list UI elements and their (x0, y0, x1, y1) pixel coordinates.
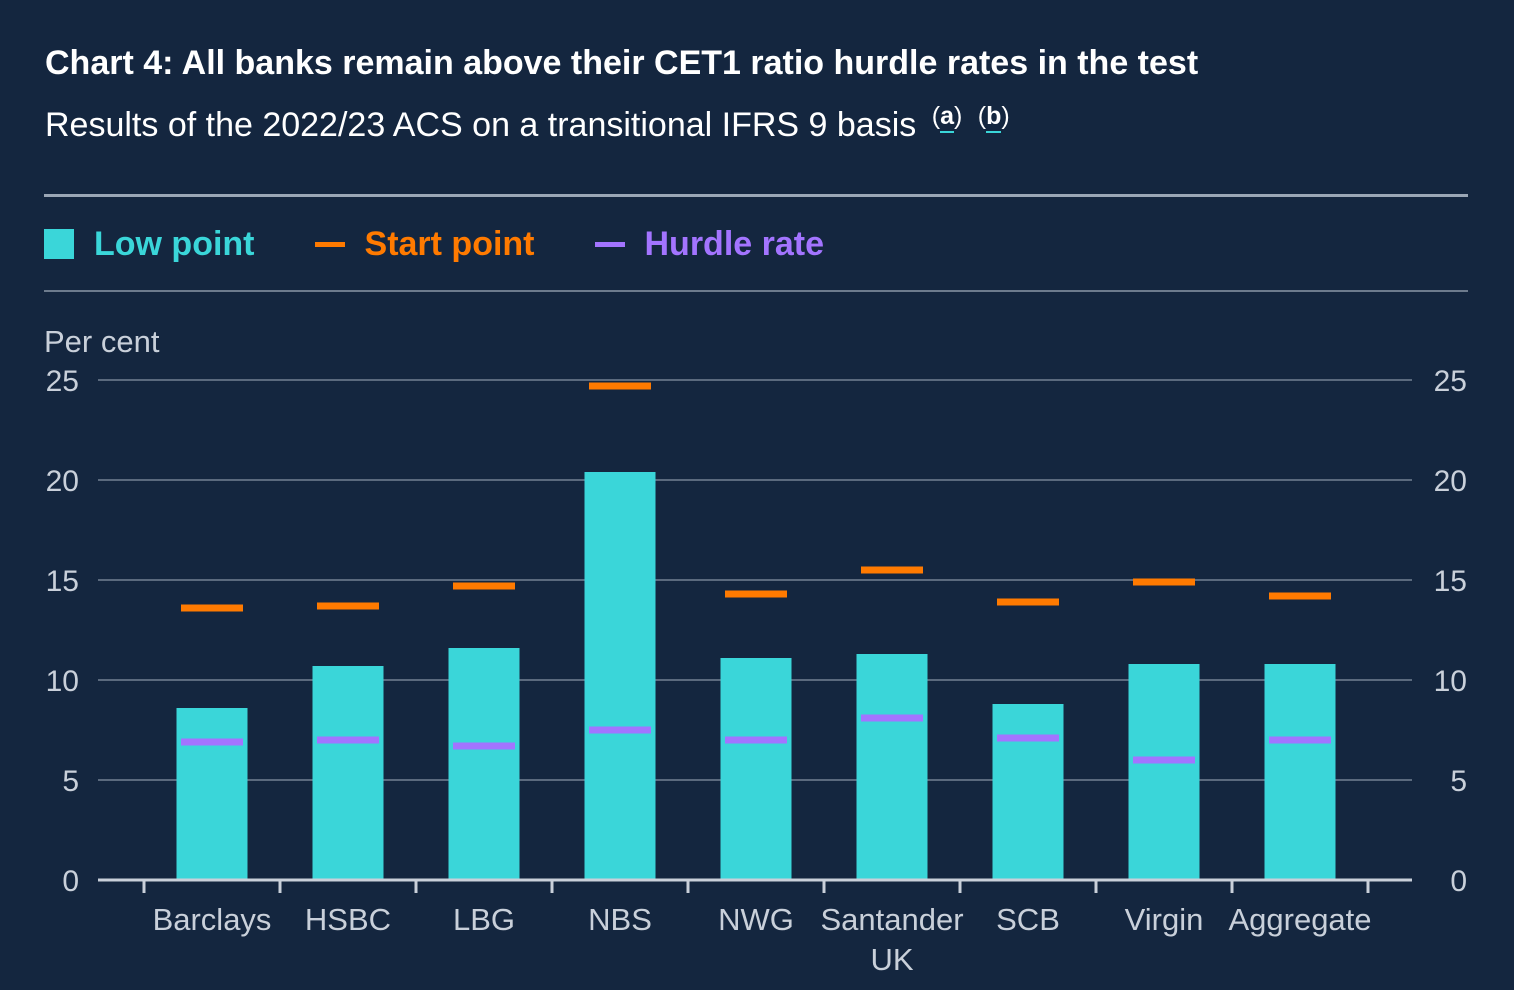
low-point-bars (176, 472, 1336, 880)
legend-item-start-point: Start point (314, 224, 535, 264)
start-point-marker (1269, 592, 1331, 600)
hurdle-rate-marker (1133, 756, 1195, 764)
hurdle-rate-marker (453, 742, 515, 750)
hurdle-rate-marker (997, 734, 1059, 742)
y-tick-label-right: 20 (1434, 465, 1467, 498)
legend-item-low-point: Low point (44, 225, 255, 264)
hurdle-rate-marker (317, 736, 379, 744)
legend-item-hurdle-rate: Hurdle rate (594, 224, 825, 264)
hurdle-rate-marker (1269, 736, 1331, 744)
y-tick-label-right: 5 (1450, 765, 1467, 798)
low-point-bar (1264, 664, 1336, 880)
low-point-bar (176, 708, 248, 880)
legend-label-hurdle-rate: Hurdle rate (644, 224, 825, 263)
start-point-marker (997, 598, 1059, 606)
x-tick-label: Barclays (153, 902, 272, 937)
y-tick-label-left: 5 (62, 765, 79, 798)
x-axis (98, 878, 1412, 893)
start-point-markers (181, 382, 1331, 612)
start-point-marker (725, 590, 787, 598)
x-tick-label: NWG (718, 902, 794, 937)
legend-swatch-start-point (314, 241, 345, 247)
x-tick-label: SCB (996, 902, 1060, 937)
y-tick-label-left: 15 (46, 565, 79, 598)
start-point-marker (453, 582, 515, 590)
start-point-marker (589, 382, 651, 390)
low-point-bar (992, 704, 1064, 880)
x-tick-label: UK (870, 942, 913, 977)
x-tick-label: Virgin (1125, 902, 1204, 937)
low-point-bar (856, 654, 928, 880)
y-axis-left-ticks: 0 5 10 15 20 25 (46, 365, 79, 898)
y-axis-right-ticks: 0 5 10 15 20 25 (1434, 365, 1467, 898)
low-point-bar (1128, 664, 1200, 880)
hurdle-rate-markers (181, 714, 1331, 764)
hurdle-rate-marker (589, 726, 651, 734)
start-point-marker (861, 566, 923, 574)
low-point-bar (584, 472, 656, 880)
legend-label-low-point: Low point (94, 224, 255, 263)
x-tick-label: HSBC (305, 902, 391, 937)
start-point-marker (1133, 578, 1195, 586)
chart-subtitle: Results of the 2022/23 ACS on a transiti… (45, 101, 1010, 145)
x-tick-label: LBG (453, 902, 515, 937)
footnote-a[interactable]: (a) (932, 101, 962, 133)
chart-legend: Low point Start point Hurdle rate (44, 222, 884, 266)
x-tick-label: NBS (588, 902, 652, 937)
legend-bottom-divider (44, 290, 1468, 292)
y-tick-label-right: 15 (1434, 565, 1467, 598)
legend-top-divider (44, 194, 1468, 197)
x-tick-label: Aggregate (1228, 902, 1371, 937)
start-point-marker (181, 604, 243, 612)
y-tick-label-left: 20 (46, 465, 79, 498)
subtitle-text: Results of the 2022/23 ACS on a transiti… (45, 106, 917, 144)
legend-swatch-hurdle-rate (594, 241, 625, 247)
footnote-b-letter: b (986, 101, 1002, 133)
low-point-bar (720, 658, 792, 880)
legend-label-start-point: Start point (364, 224, 535, 263)
y-tick-label-right: 0 (1450, 865, 1467, 898)
start-point-marker (317, 602, 379, 610)
y-tick-label-left: 0 (62, 865, 79, 898)
hurdle-rate-marker (181, 738, 243, 746)
x-axis-labels: Barclays HSBC LBG NBS NWG Santander UK SCB Virgi… (153, 902, 1372, 977)
x-tick-label: Santander (820, 902, 963, 937)
hurdle-rate-marker (725, 736, 787, 744)
footnote-a-letter: a (940, 101, 954, 133)
hurdle-rate-marker (861, 714, 923, 722)
y-tick-label-right: 25 (1434, 365, 1467, 398)
y-tick-label-left: 10 (46, 665, 79, 698)
footnote-b[interactable]: (b) (978, 101, 1010, 133)
low-point-bar (312, 666, 384, 880)
y-tick-label-right: 10 (1434, 665, 1467, 698)
legend-swatch-low-point (44, 229, 74, 259)
y-tick-label-left: 25 (46, 365, 79, 398)
low-point-bar (448, 648, 520, 880)
y-axis-label: Per cent (44, 324, 160, 359)
chart-title: Chart 4: All banks remain above their CE… (45, 44, 1199, 82)
